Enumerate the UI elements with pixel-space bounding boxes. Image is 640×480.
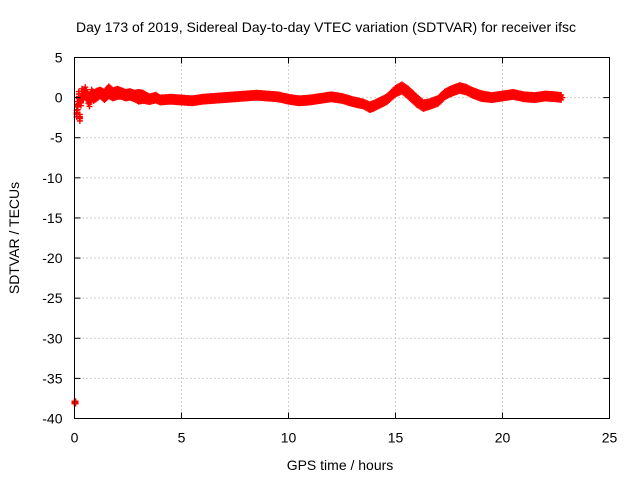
data-point bbox=[469, 89, 476, 96]
chart-title: Day 173 of 2019, Sidereal Day-to-day VTE… bbox=[76, 19, 576, 35]
plot-frame bbox=[74, 57, 610, 419]
data-series bbox=[71, 81, 566, 407]
x-tick-label: 15 bbox=[388, 430, 404, 446]
data-point bbox=[101, 93, 108, 100]
data-point bbox=[274, 93, 281, 100]
data-point bbox=[146, 96, 153, 103]
data-point bbox=[456, 84, 463, 91]
x-tick-label: 25 bbox=[602, 430, 618, 446]
data-point bbox=[76, 114, 83, 121]
y-tick-label: 0 bbox=[55, 90, 63, 106]
data-point bbox=[127, 91, 134, 98]
data-point bbox=[366, 104, 373, 111]
data-point bbox=[178, 97, 185, 104]
data-point bbox=[448, 88, 455, 95]
data-point bbox=[317, 95, 324, 102]
data-point bbox=[441, 91, 448, 98]
data-point bbox=[88, 90, 95, 97]
data-point bbox=[559, 94, 566, 101]
data-point bbox=[152, 94, 159, 101]
data-point bbox=[339, 95, 345, 102]
data-point bbox=[377, 99, 384, 106]
data-point bbox=[167, 96, 174, 103]
data-point bbox=[488, 94, 495, 101]
y-tick-label: 5 bbox=[55, 50, 63, 66]
data-point bbox=[413, 97, 420, 104]
data-point bbox=[392, 88, 399, 95]
data-point bbox=[77, 98, 84, 105]
data-point bbox=[118, 90, 125, 97]
data-point bbox=[189, 97, 196, 104]
data-point bbox=[463, 86, 470, 93]
data-point bbox=[97, 89, 104, 96]
data-point bbox=[420, 102, 427, 109]
y-tick-label: -30 bbox=[42, 330, 62, 346]
data-point bbox=[520, 93, 527, 100]
data-point bbox=[86, 98, 93, 105]
y-tick-label: -25 bbox=[42, 290, 62, 306]
data-point bbox=[398, 84, 405, 91]
data-point bbox=[264, 93, 271, 100]
data-point bbox=[105, 88, 112, 95]
data-point bbox=[114, 89, 121, 96]
data-point bbox=[542, 93, 549, 100]
data-point bbox=[122, 92, 129, 99]
data-point bbox=[285, 96, 292, 103]
x-axis-label: GPS time / hours bbox=[287, 457, 394, 473]
data-point bbox=[435, 97, 442, 104]
data-point bbox=[499, 93, 506, 100]
x-tick-label: 5 bbox=[178, 430, 186, 446]
data-point bbox=[210, 95, 217, 102]
data-point bbox=[84, 93, 91, 100]
y-tick-label: -35 bbox=[42, 370, 62, 386]
data-point bbox=[253, 92, 260, 99]
axis-ticks: 0 5 10 15 20 25 -40 -35 -30 -25 -20 -15 -10 -5 0 5 bbox=[42, 50, 617, 446]
grid bbox=[74, 57, 610, 419]
data-point bbox=[349, 98, 356, 105]
data-point bbox=[199, 96, 206, 103]
data-point bbox=[82, 88, 89, 95]
data-point bbox=[531, 94, 538, 101]
data-point bbox=[221, 94, 228, 101]
data-point bbox=[328, 93, 335, 100]
y-tick-label: -10 bbox=[42, 170, 62, 186]
data-point bbox=[74, 102, 81, 109]
x-tick-label: 10 bbox=[281, 430, 297, 446]
data-point bbox=[157, 97, 164, 104]
data-point bbox=[110, 91, 117, 98]
data-point bbox=[131, 93, 138, 100]
data-point bbox=[242, 93, 249, 100]
data-point bbox=[80, 92, 87, 99]
data-point bbox=[139, 93, 146, 100]
y-tick-label: -15 bbox=[42, 210, 62, 226]
x-tick-label: 0 bbox=[71, 430, 79, 446]
x-tick-label: 20 bbox=[495, 430, 511, 446]
data-point bbox=[478, 93, 485, 100]
y-tick-label: -5 bbox=[50, 130, 63, 146]
y-tick-label: -40 bbox=[42, 411, 62, 427]
data-point bbox=[426, 101, 433, 108]
data-point bbox=[510, 91, 517, 98]
data-point bbox=[296, 97, 303, 104]
y-tick-label: -20 bbox=[42, 250, 62, 266]
data-point bbox=[92, 92, 99, 99]
data-point bbox=[553, 93, 559, 100]
data-point bbox=[371, 102, 378, 109]
data-point bbox=[232, 93, 238, 100]
data-point bbox=[72, 399, 79, 406]
data-point bbox=[306, 97, 313, 104]
data-point bbox=[360, 101, 367, 108]
data-point bbox=[405, 89, 412, 96]
data-point bbox=[383, 96, 390, 103]
y-axis-label: SDTVAR / TECUs bbox=[6, 182, 22, 294]
